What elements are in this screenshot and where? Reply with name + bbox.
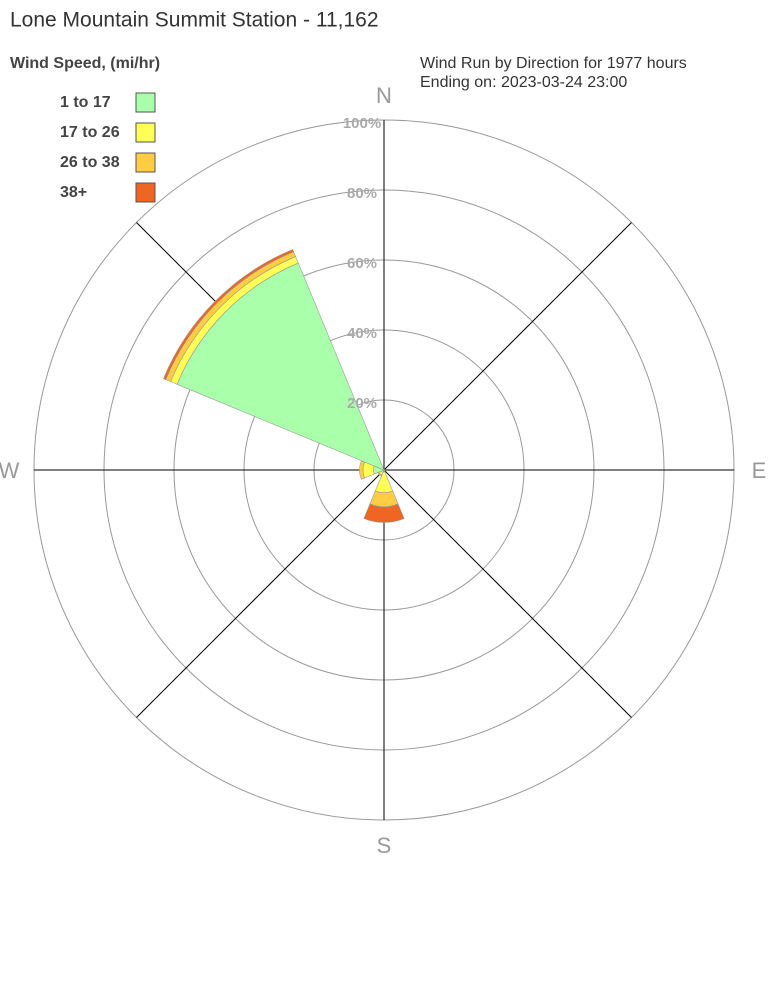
legend-swatch: [135, 152, 156, 173]
legend-label: 26 to 38: [60, 154, 120, 171]
wind-wedge: [163, 249, 294, 380]
r-tick-label: 20%: [347, 395, 377, 412]
chart-title: Lone Mountain Summit Station - 11,162: [10, 9, 379, 32]
r-tick-label: 100%: [343, 115, 381, 132]
direction-label: W: [0, 458, 20, 483]
spoke: [383, 469, 632, 718]
legend-swatch: [135, 122, 156, 143]
subtitle: Ending on: 2023-03-24 23:00: [420, 74, 627, 91]
legend-label: 17 to 26: [60, 124, 120, 141]
legend-swatch: [135, 92, 156, 113]
r-tick-label: 40%: [347, 325, 377, 342]
direction-label: N: [376, 83, 392, 108]
spoke: [383, 222, 632, 471]
direction-label: S: [377, 833, 392, 858]
legend-swatch: [135, 182, 156, 203]
legend-label: 1 to 17: [60, 94, 111, 111]
direction-label: E: [752, 458, 767, 483]
wind-wedge: [369, 490, 399, 508]
r-tick-label: 60%: [347, 255, 377, 272]
spoke: [136, 469, 385, 718]
legend-title: Wind Speed, (mi/hr): [10, 55, 160, 72]
legend-label: 38+: [60, 184, 87, 201]
wind-wedge: [363, 503, 405, 523]
subtitle: Wind Run by Direction for 1977 hours: [420, 55, 687, 72]
r-tick-label: 80%: [347, 185, 377, 202]
